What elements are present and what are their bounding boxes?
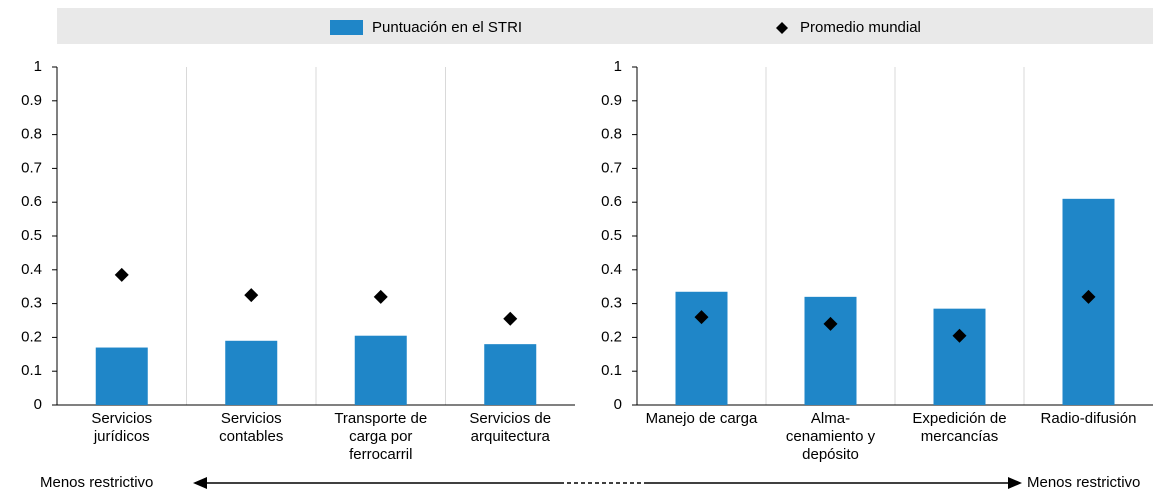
bar xyxy=(95,347,148,405)
average-marker xyxy=(503,311,518,326)
average-marker xyxy=(114,267,129,282)
annotation: Menos restrictivo xyxy=(40,474,154,491)
y-tick-label: 0.8 xyxy=(601,126,622,143)
y-tick-label: 1 xyxy=(614,58,622,75)
y-tick-label: 0.9 xyxy=(601,92,622,109)
y-tick-label: 0.5 xyxy=(601,227,622,244)
y-tick-label: 0.6 xyxy=(601,193,622,210)
average-marker xyxy=(373,289,388,304)
y-tick-label: 0 xyxy=(614,396,622,413)
average-marker xyxy=(952,328,967,343)
arrow-head xyxy=(1008,477,1022,489)
annotation: Menos restrictivo xyxy=(1027,474,1141,491)
y-tick-label: 0.8 xyxy=(21,126,42,143)
y-tick-label: 0.4 xyxy=(601,261,622,278)
y-tick-label: 0.1 xyxy=(601,362,622,379)
average-marker xyxy=(244,288,259,303)
bar xyxy=(484,344,537,405)
average-marker xyxy=(1081,289,1096,304)
x-tick-label: Expedición de mercancías xyxy=(912,410,1007,445)
x-tick-label: Servicios jurídicos xyxy=(91,410,153,445)
legend-label: Puntuación en el STRI xyxy=(372,19,522,36)
bar xyxy=(354,335,407,405)
y-tick-label: 0 xyxy=(34,396,42,413)
bar xyxy=(804,296,857,405)
bar xyxy=(933,308,986,405)
x-tick-label: Manejo de carga xyxy=(645,410,758,427)
y-tick-label: 0.3 xyxy=(21,295,42,312)
y-tick-label: 0.7 xyxy=(21,159,42,176)
y-tick-label: 0.5 xyxy=(21,227,42,244)
x-tick-label: Alma- cenamiento y depósito xyxy=(785,410,876,463)
x-tick-label: Servicios de arquitectura xyxy=(469,410,552,445)
average-marker xyxy=(823,316,838,331)
x-tick-label: Servicios contables xyxy=(219,410,284,445)
y-tick-label: 0.6 xyxy=(21,193,42,210)
y-tick-label: 0.2 xyxy=(21,328,42,345)
y-tick-label: 1 xyxy=(34,58,42,75)
y-tick-label: 0.4 xyxy=(21,261,42,278)
y-tick-label: 0.9 xyxy=(21,92,42,109)
y-tick-label: 0.2 xyxy=(601,328,622,345)
bar xyxy=(225,340,278,405)
legend-marker xyxy=(776,22,788,34)
x-tick-label: Radio-difusión xyxy=(1040,410,1137,427)
y-tick-label: 0.3 xyxy=(601,295,622,312)
bar xyxy=(675,291,728,405)
legend-band xyxy=(57,8,1153,44)
x-tick-label: Transporte de carga por ferrocarril xyxy=(334,410,428,463)
arrow-head xyxy=(193,477,207,489)
y-tick-label: 0.7 xyxy=(601,159,622,176)
legend-label: Promedio mundial xyxy=(800,19,921,36)
average-marker xyxy=(694,310,709,325)
legend-swatch xyxy=(330,20,363,35)
y-tick-label: 0.1 xyxy=(21,362,42,379)
